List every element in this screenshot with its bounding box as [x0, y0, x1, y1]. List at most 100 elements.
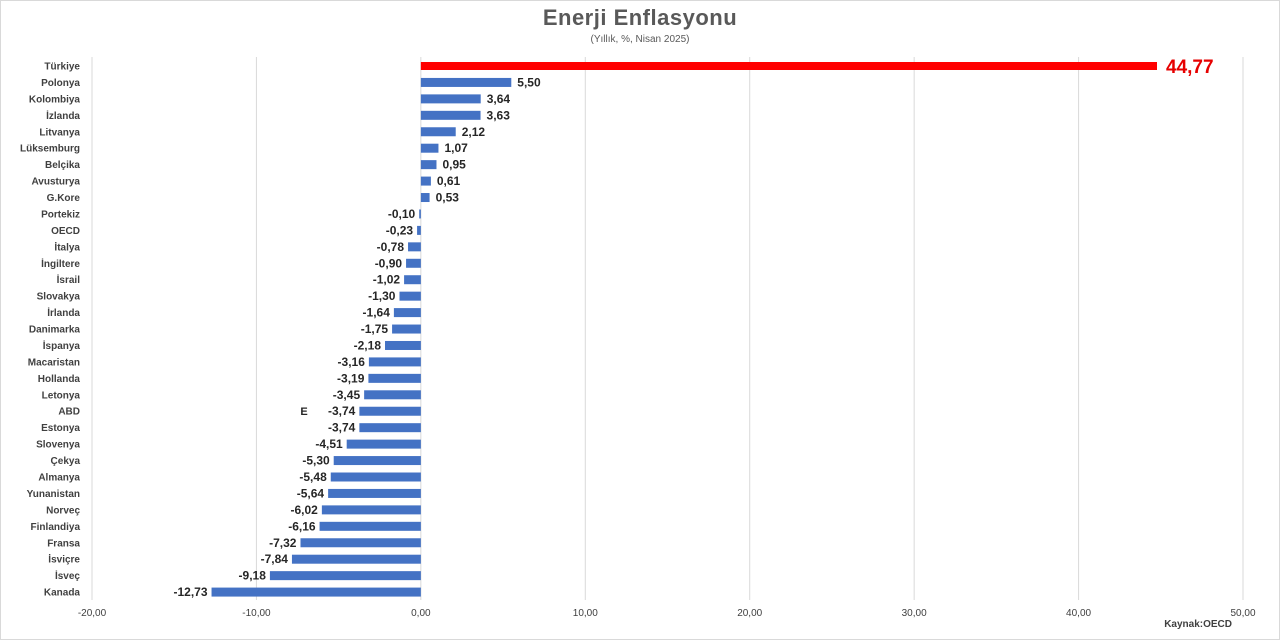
category-label: İngiltere [41, 257, 80, 270]
bar [420, 127, 456, 137]
bar [330, 472, 421, 482]
data-label: 1,07 [444, 141, 468, 155]
bar [385, 340, 421, 350]
category-label: Yunanistan [27, 489, 80, 500]
category-label: İsviçre [48, 553, 80, 566]
data-label: 2,12 [462, 125, 486, 139]
bar [346, 439, 421, 449]
category-label: Belçika [45, 160, 80, 171]
bar [300, 538, 421, 548]
data-label: -6,16 [288, 519, 316, 533]
data-label: 0,61 [437, 174, 461, 188]
data-label: -6,02 [291, 503, 319, 517]
category-label: Danimarka [29, 325, 81, 336]
bar [364, 390, 421, 400]
data-label: 0,95 [442, 158, 466, 172]
category-label: Almanya [38, 473, 80, 484]
data-label: -1,02 [373, 273, 401, 287]
x-tick-label: 50,00 [1230, 608, 1255, 619]
category-label: OECD [51, 226, 80, 237]
data-label: -3,16 [338, 355, 366, 369]
bar [420, 77, 512, 87]
bar [399, 291, 421, 301]
bar [211, 587, 421, 597]
category-label: Estonya [41, 423, 80, 434]
bar [404, 275, 421, 285]
bar [420, 176, 431, 186]
data-label: -0,10 [388, 207, 416, 221]
category-label: G.Kore [47, 193, 81, 204]
x-tick-label: 20,00 [737, 608, 762, 619]
bar [319, 521, 421, 531]
data-label: -0,78 [377, 240, 405, 254]
data-label: -4,51 [315, 437, 343, 451]
data-label: 3,64 [487, 92, 511, 106]
bar [420, 143, 439, 153]
bar [269, 571, 421, 581]
category-label: İrlanda [47, 306, 80, 319]
chart-subtitle: (Yıllık, %, Nisan 2025) [590, 34, 690, 45]
category-label: Kolombiya [29, 94, 81, 105]
bar [408, 242, 421, 252]
category-label: Hollanda [38, 374, 81, 385]
category-label: Norveç [46, 505, 80, 516]
bar [406, 258, 421, 268]
data-label: -3,74 [328, 421, 356, 435]
data-label: -5,48 [299, 470, 327, 484]
data-label: -3,19 [337, 371, 365, 385]
category-label: Litvanya [39, 127, 80, 138]
bar [368, 357, 421, 367]
data-label: -1,64 [363, 306, 391, 320]
x-tick-label: -20,00 [78, 608, 107, 619]
category-label: Macaristan [28, 357, 80, 368]
x-tick-label: -10,00 [242, 608, 271, 619]
category-label: Çekya [51, 456, 81, 467]
category-label: Letonya [42, 390, 81, 401]
data-label: 0,53 [436, 191, 460, 205]
data-label: -1,30 [368, 289, 396, 303]
category-label: Slovenya [36, 440, 80, 451]
data-label: -7,32 [269, 536, 297, 550]
category-label: Fransa [47, 538, 80, 549]
category-label: İsrail [57, 273, 81, 286]
data-label: -1,75 [361, 322, 389, 336]
bar [420, 193, 430, 203]
bar [333, 456, 421, 466]
category-label: Kanada [44, 588, 81, 599]
category-label: İsveç [55, 569, 80, 582]
data-label: -5,30 [302, 454, 330, 468]
data-label: -12,73 [174, 585, 208, 599]
source-note: Kaynak:OECD [1164, 619, 1232, 630]
category-label: Portekiz [41, 209, 80, 220]
category-label: İspanya [43, 339, 81, 352]
x-tick-label: 40,00 [1066, 608, 1091, 619]
data-label: -3,74 [328, 404, 356, 418]
data-label: 5,50 [517, 75, 541, 89]
data-label: -2,18 [354, 338, 382, 352]
data-label: 3,63 [487, 108, 511, 122]
data-label: -0,90 [375, 256, 403, 270]
category-label: Polonya [41, 78, 80, 89]
category-label: Avusturya [31, 177, 80, 188]
bar [392, 324, 421, 334]
category-label: Finlandiya [31, 522, 81, 533]
data-label: 44,77 [1166, 57, 1214, 78]
data-label: -0,23 [386, 223, 414, 237]
stray-annotation: E [300, 406, 307, 418]
bar [393, 308, 421, 318]
category-label: İtalya [54, 240, 80, 253]
bar [328, 488, 421, 498]
chart-title: Enerji Enflasyonu [542, 5, 738, 30]
bar [368, 373, 421, 383]
data-label: -3,45 [333, 388, 361, 402]
bar [291, 554, 421, 564]
bar [417, 225, 421, 235]
category-label: Slovakya [37, 292, 81, 303]
category-label: ABD [58, 407, 80, 418]
category-label: Türkiye [44, 62, 80, 73]
data-label: -7,84 [261, 552, 289, 566]
bar [359, 423, 421, 433]
bar [420, 110, 481, 120]
